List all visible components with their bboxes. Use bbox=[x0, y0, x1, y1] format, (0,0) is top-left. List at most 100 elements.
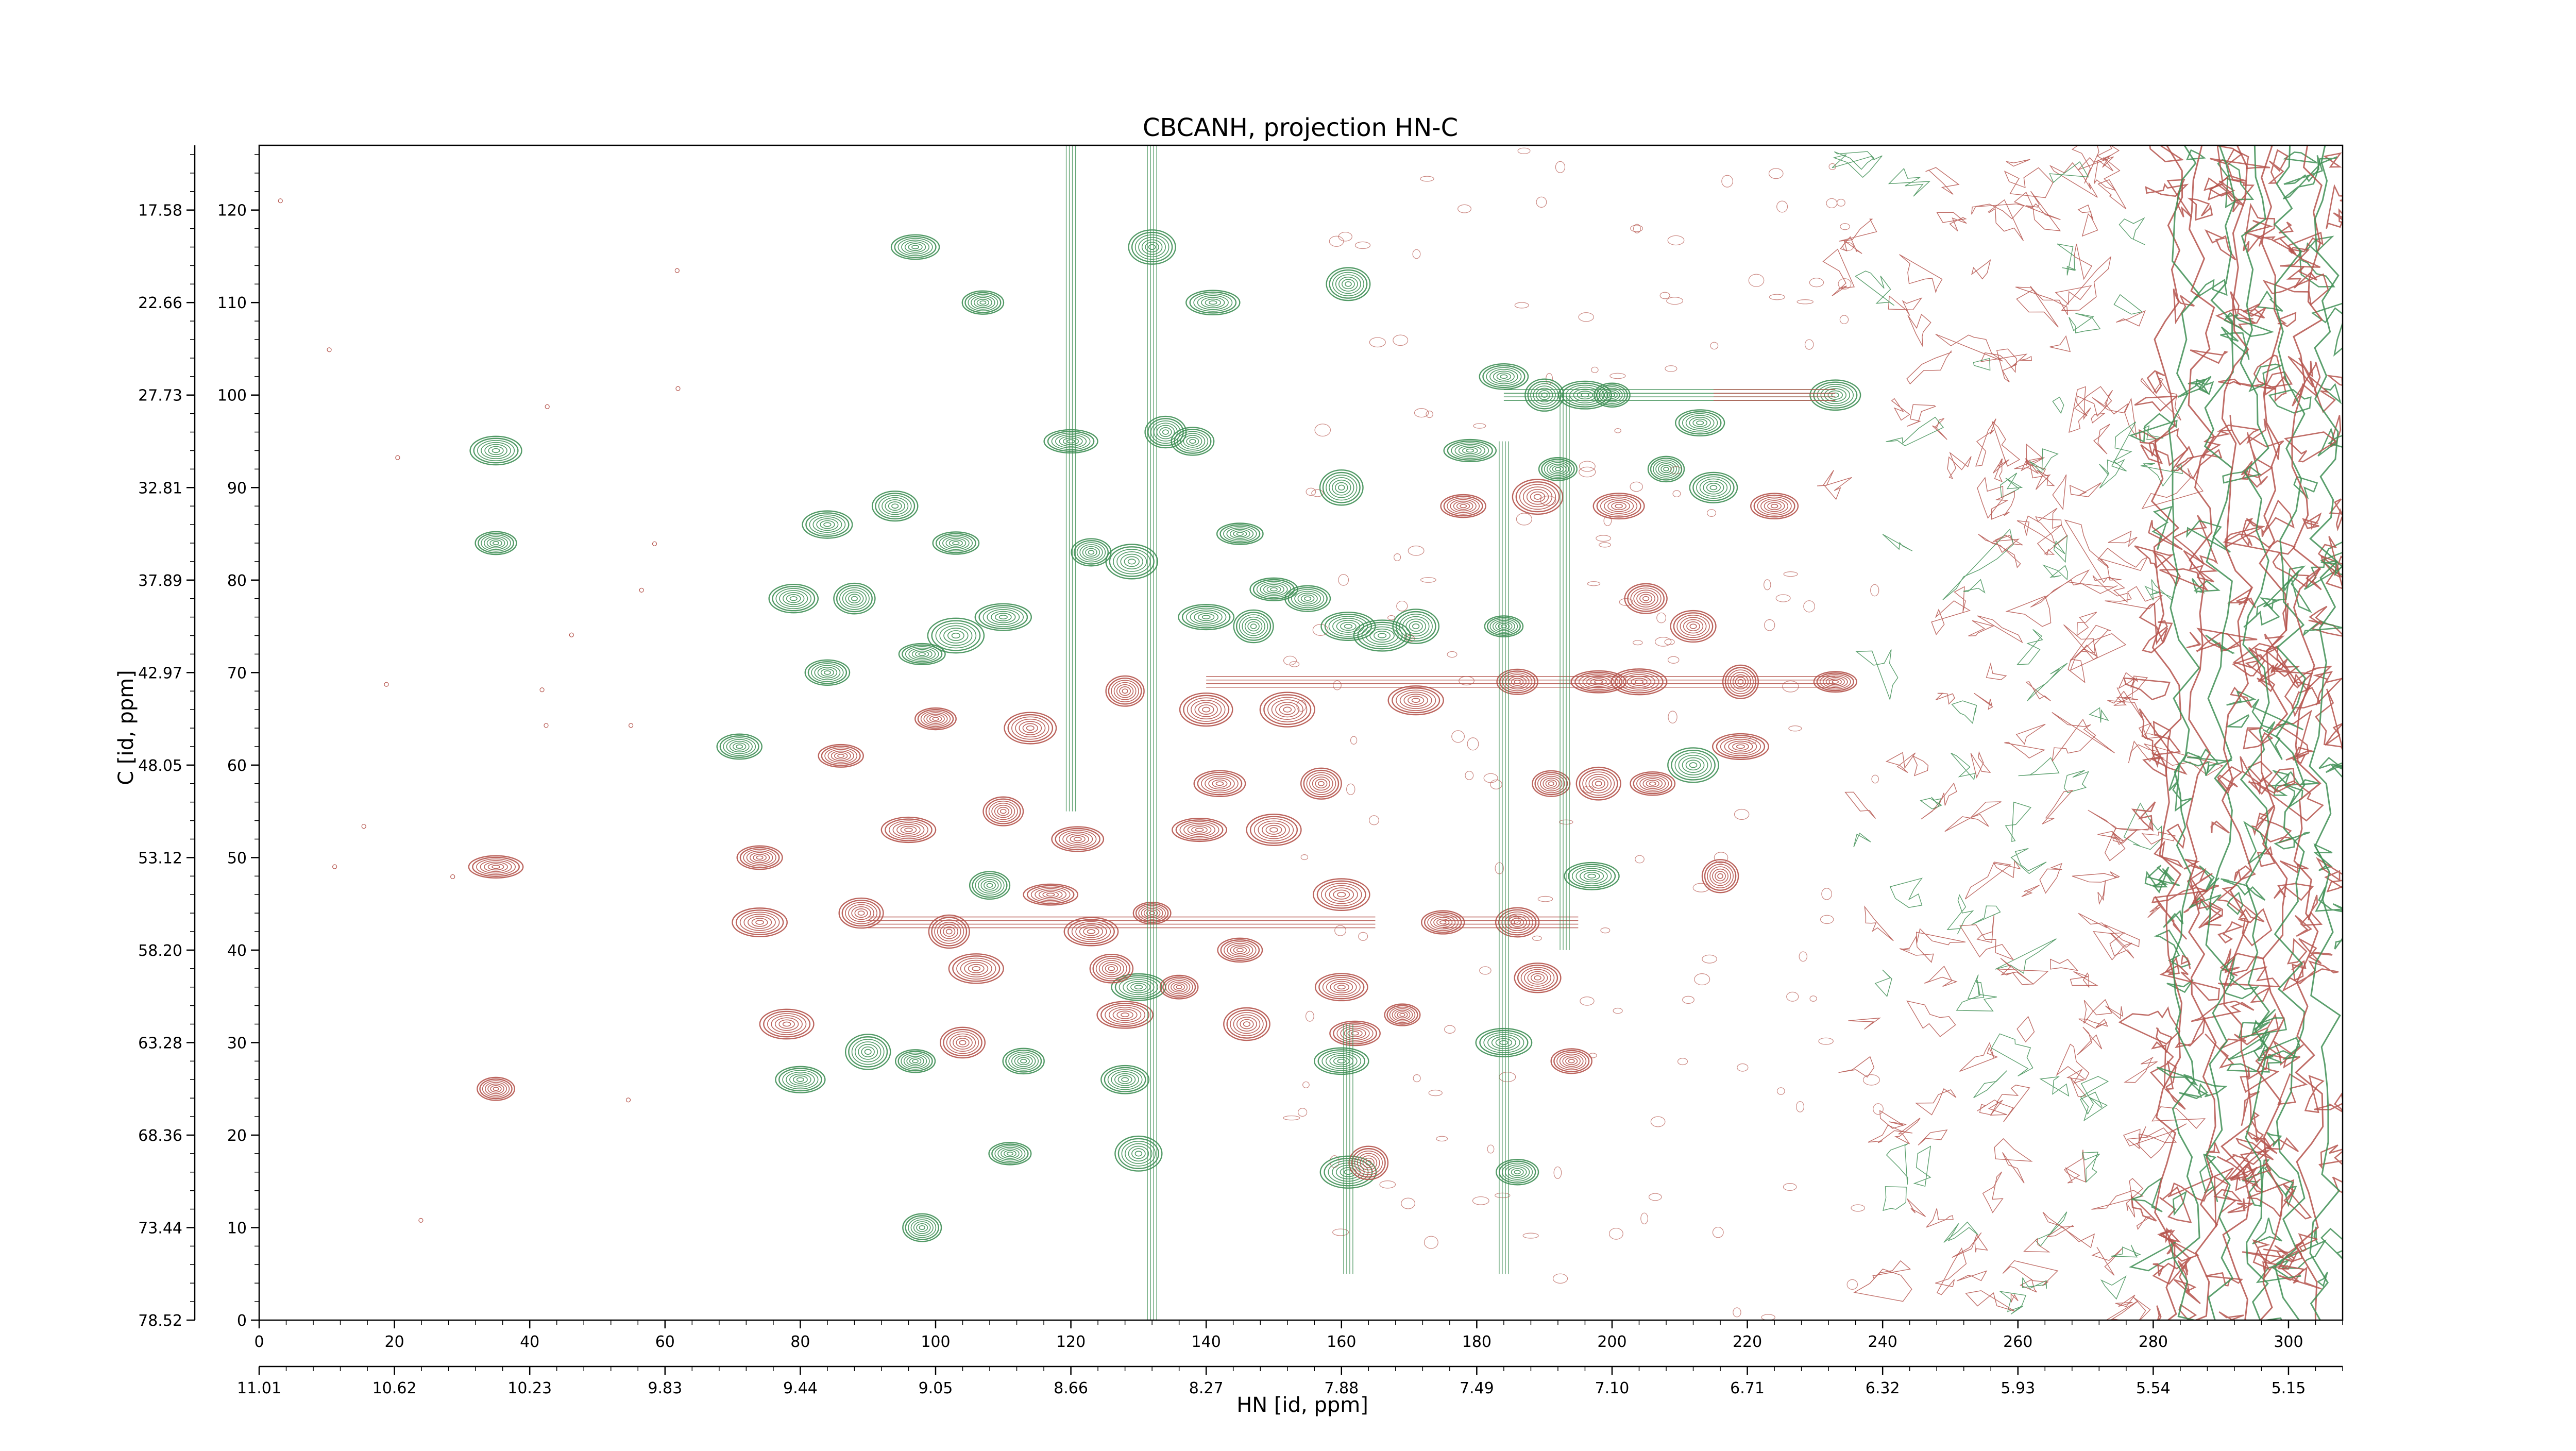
positive-contour-ring bbox=[1496, 372, 1512, 381]
x-index-tick-label: 140 bbox=[1192, 1333, 1221, 1351]
positive-contour-ring bbox=[1696, 476, 1731, 499]
positive-contour-ring bbox=[1055, 434, 1087, 449]
positive-contour-ring bbox=[1689, 471, 1738, 503]
positive-contour-ring bbox=[1342, 279, 1355, 290]
positive-contour-ring bbox=[1678, 411, 1722, 435]
positive-contour-ring bbox=[804, 659, 851, 686]
negative-contour-ring bbox=[1430, 915, 1456, 930]
negative-contour-ring bbox=[1570, 670, 1626, 694]
negative-contour-ring bbox=[763, 1010, 811, 1038]
negative-peak bbox=[1440, 494, 1486, 518]
negative-contour-ring bbox=[1631, 678, 1648, 686]
noise-contour bbox=[2282, 1184, 2312, 1220]
noise-contour bbox=[2257, 290, 2283, 312]
noise-speck bbox=[1408, 545, 1425, 556]
positive-contour-ring bbox=[469, 435, 522, 466]
noise-contour bbox=[1906, 1000, 1956, 1037]
noise-contour bbox=[2308, 895, 2318, 921]
positive-contour-ring bbox=[1492, 620, 1515, 633]
negative-contour-ring bbox=[1220, 939, 1260, 961]
positive-contour-ring bbox=[848, 594, 861, 603]
positive-contour-ring bbox=[820, 520, 835, 529]
positive-contour-ring bbox=[1338, 276, 1358, 292]
positive-contour-ring bbox=[1181, 605, 1231, 629]
noise-speck bbox=[1334, 925, 1347, 936]
negative-peak bbox=[1750, 493, 1799, 519]
noise-speck bbox=[1536, 196, 1547, 208]
positive-contour-ring bbox=[792, 1075, 808, 1084]
positive-contour-ring bbox=[1332, 1162, 1365, 1182]
positive-ridge bbox=[1560, 395, 1570, 950]
negative-ridge bbox=[1443, 916, 1579, 929]
positive-contour-ring bbox=[851, 596, 858, 601]
noise-contour bbox=[2138, 722, 2161, 740]
positive-contour-ring bbox=[823, 522, 832, 527]
noise-contour bbox=[2071, 145, 2099, 184]
noise-contour bbox=[1872, 1260, 1911, 1279]
noise-contour bbox=[2049, 162, 2098, 198]
positive-contour-ring bbox=[1486, 617, 1521, 636]
positive-contour-ring bbox=[1535, 387, 1553, 402]
negative-contour-ring bbox=[1113, 682, 1137, 700]
negative-peak bbox=[939, 1026, 986, 1059]
positive-contour-ring bbox=[1147, 418, 1184, 446]
noise-contour bbox=[2326, 183, 2343, 229]
positive-contour-ring bbox=[719, 735, 759, 758]
noise-speck bbox=[1483, 773, 1498, 783]
noise-contour bbox=[1956, 1270, 1988, 1281]
negative-contour-ring bbox=[1263, 694, 1312, 725]
positive-contour-ring bbox=[1043, 429, 1098, 454]
negative-contour-ring bbox=[959, 1040, 967, 1045]
noise-contour bbox=[2063, 624, 2098, 660]
noise-contour bbox=[2142, 735, 2181, 778]
positive-contour-ring bbox=[911, 245, 920, 249]
noise-contour bbox=[1944, 801, 2002, 832]
noise-contour bbox=[1931, 797, 1941, 807]
negative-contour-ring bbox=[1112, 1008, 1138, 1021]
positive-peak bbox=[974, 603, 1032, 631]
noise-speck bbox=[1786, 991, 1799, 1002]
positive-contour-ring bbox=[1216, 522, 1264, 545]
positive-contour-ring bbox=[1020, 1059, 1027, 1064]
noise-speck bbox=[1379, 1180, 1396, 1189]
positive-contour-ring bbox=[1185, 608, 1227, 627]
negative-contour-ring bbox=[1397, 1011, 1408, 1019]
negative-contour-ring bbox=[857, 910, 865, 916]
positive-contour-ring bbox=[975, 875, 1005, 896]
negative-contour-ring bbox=[1532, 770, 1571, 797]
negative-peak bbox=[1329, 1020, 1381, 1047]
negative-contour-ring bbox=[1522, 486, 1553, 508]
noise-speck bbox=[1804, 339, 1814, 350]
noise-contour bbox=[1918, 1129, 1948, 1146]
noise-contour bbox=[2015, 286, 2068, 315]
negative-contour-ring bbox=[1208, 778, 1231, 790]
noise-speck bbox=[1702, 954, 1717, 964]
noise-contour bbox=[1992, 458, 2010, 483]
noise-contour bbox=[2069, 386, 2091, 433]
positive-contour-ring bbox=[802, 510, 853, 539]
positive-contour-ring bbox=[901, 1052, 930, 1070]
negative-contour-ring bbox=[487, 1083, 504, 1094]
positive-contour-ring bbox=[1703, 480, 1724, 495]
negative-contour-ring bbox=[1122, 688, 1128, 694]
noise-contour bbox=[1946, 894, 1974, 935]
negative-contour-ring bbox=[1098, 960, 1124, 977]
negative-contour-ring bbox=[1408, 696, 1425, 705]
positive-contour-ring bbox=[1458, 445, 1482, 456]
negative-peak bbox=[1421, 910, 1465, 935]
positive-contour-ring bbox=[833, 582, 876, 615]
positive-contour-ring bbox=[945, 537, 967, 548]
noise-speck bbox=[1522, 1233, 1539, 1239]
positive-contour-ring bbox=[875, 493, 916, 520]
noise-contour bbox=[2320, 560, 2343, 577]
positive-contour-ring bbox=[1580, 870, 1604, 883]
negative-contour-ring bbox=[1592, 493, 1645, 520]
negative-contour-ring bbox=[1198, 704, 1214, 715]
positive-peak bbox=[474, 531, 517, 555]
positive-contour-ring bbox=[1338, 484, 1345, 491]
negative-contour-ring bbox=[1259, 691, 1315, 728]
noise-contour bbox=[1951, 700, 1977, 724]
negative-contour-ring bbox=[1042, 891, 1059, 898]
noise-speck bbox=[1608, 1227, 1623, 1240]
negative-peak bbox=[1532, 770, 1571, 797]
